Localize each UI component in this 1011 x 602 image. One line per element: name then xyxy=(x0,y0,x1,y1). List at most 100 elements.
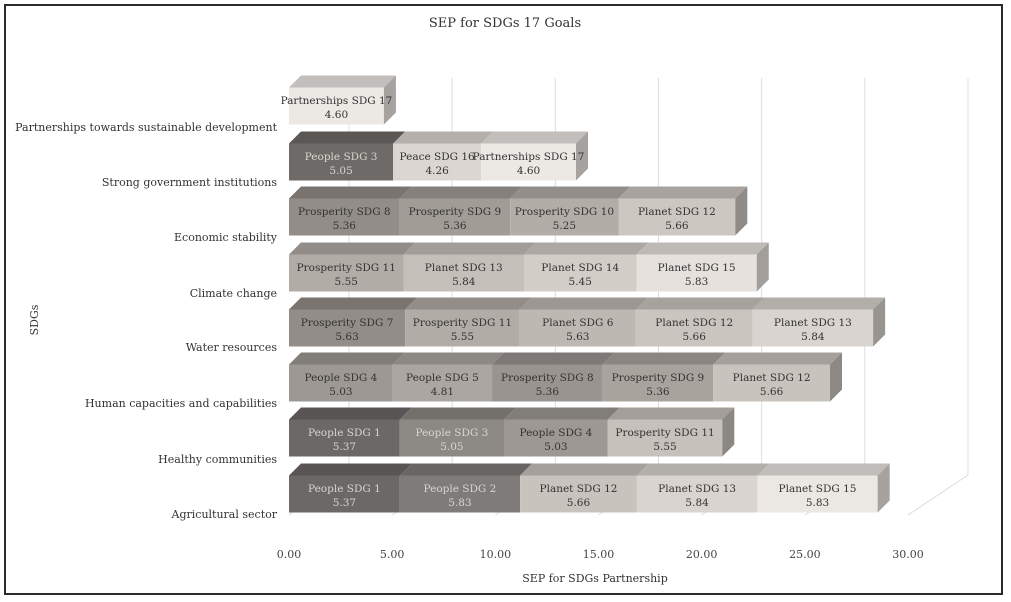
bar-segment-value: 5.66 xyxy=(760,386,784,398)
bar-segment-top xyxy=(403,242,537,255)
bar-segment-front xyxy=(399,419,504,457)
bar-segment-front xyxy=(289,475,400,513)
bar-segment: People SDG 1 5.37 xyxy=(289,407,412,457)
bar-segment-side xyxy=(576,131,589,181)
bar-segment-side xyxy=(722,407,735,457)
bar-segment-front xyxy=(405,309,520,347)
bar-segment-label: People SDG 4 xyxy=(520,427,593,439)
bar-segment-label: People SDG 4 xyxy=(305,372,378,384)
bar-segment-value: 5.36 xyxy=(443,220,467,232)
grid-floor-line xyxy=(907,474,969,516)
bar-segment: Prosperity SDG 11 5.55 xyxy=(289,242,416,292)
bar-segment: Planet SDG 12 5.66 xyxy=(635,297,765,347)
bar-segment-label: People SDG 3 xyxy=(416,427,489,439)
bar-segment-label: Prosperity SDG 9 xyxy=(409,206,502,218)
bar-segment-label: Planet SDG 13 xyxy=(425,262,503,274)
bar-segment-front xyxy=(752,309,874,347)
bar-segment: People SDG 1 5.37 xyxy=(289,463,412,513)
bar-segment-value: 5.36 xyxy=(536,386,560,398)
chart-title: SEP for SDGs 17 Goals xyxy=(429,16,581,31)
bar-segment-front xyxy=(492,364,603,402)
bar-segment-front xyxy=(510,198,619,236)
bar-segment-front xyxy=(289,198,400,236)
bar-segment: People SDG 3 5.05 xyxy=(399,407,516,457)
bar-segment: Partnerships SDG 17 4.60 xyxy=(281,75,396,125)
bar-segment-label: Planet SDG 15 xyxy=(779,483,857,495)
bar-segment-value: 5.83 xyxy=(448,497,471,509)
bar-segment: Planet SDG 15 5.83 xyxy=(636,242,769,292)
bar-segment-front xyxy=(481,143,577,181)
bar-segment-value: 4.60 xyxy=(325,109,348,121)
bar-segment-front xyxy=(399,198,511,236)
bar-segment-label: Prosperity SDG 11 xyxy=(615,427,714,439)
bar-segment: People SDG 2 5.83 xyxy=(399,463,533,513)
bar-segment-front xyxy=(618,198,736,236)
bars-layer: People SDG 15.37 People SDG 2 5.83 Planet S… xyxy=(281,75,890,513)
bar-segment-top xyxy=(636,242,769,255)
x-tick-label: 5.00 xyxy=(380,548,405,561)
bar-segment-value: 4.60 xyxy=(517,165,540,177)
bar-segment-value: 4.26 xyxy=(425,165,449,177)
bar-segment: Planet SDG 12 5.66 xyxy=(520,463,649,513)
bar-segment-front xyxy=(636,254,757,292)
category-label: Partnerships towards sustainable develop… xyxy=(15,121,277,134)
bar-segment-front xyxy=(289,87,384,125)
bar-segment: Peace SDG 16 4.26 xyxy=(393,131,494,181)
bar-segment-front xyxy=(289,309,406,347)
bar-segment-top xyxy=(289,131,406,144)
bar-segment-value: 5.66 xyxy=(683,331,707,343)
bar-segment-top xyxy=(289,352,405,365)
bar-segment-label: People SDG 2 xyxy=(424,483,497,495)
bar-segment-value: 5.37 xyxy=(333,441,356,453)
bar-segment-label: Peace SDG 16 xyxy=(400,151,476,163)
bar-segment-label: Planet SDG 12 xyxy=(638,206,716,218)
bar-segment-value: 5.36 xyxy=(646,386,670,398)
category-labels: Agricultural sector Healthy communities Hu… xyxy=(15,121,278,521)
bar-segment: Prosperity SDG 8 5.36 xyxy=(492,352,615,402)
bar-segment-top xyxy=(636,463,770,476)
bar-segment-value: 5.25 xyxy=(553,220,576,232)
bar-segment-value: 5.05 xyxy=(329,165,352,177)
bar-segment: Planet SDG 13 5.84 xyxy=(636,463,770,513)
bar-segment: Planet SDG 6 5.63 xyxy=(519,297,648,347)
bar-segment-front xyxy=(403,254,525,292)
x-tick-labels: 0.00 5.00 10.00 15.00 20.00 25.00 30.00 xyxy=(277,548,924,561)
bar-segment-label: Prosperity SDG 10 xyxy=(515,206,614,218)
y-axis-title: SDGs xyxy=(28,304,41,335)
bar-segment-top xyxy=(289,297,418,310)
bar-segment-value: 5.36 xyxy=(333,220,357,232)
bar-segment-front xyxy=(289,254,404,292)
bar-row: People SDG 15.37 People SDG 2 5.83 Planet S… xyxy=(289,463,890,513)
bar-segment-label: Planet SDG 12 xyxy=(655,317,733,329)
bar-segment-front xyxy=(519,309,636,347)
bar-segment-front xyxy=(289,364,393,402)
bar-segment-top xyxy=(602,352,726,365)
bar-segment: Prosperity SDG 10 5.25 xyxy=(510,186,631,236)
bar-segment-label: Planet SDG 13 xyxy=(658,483,736,495)
x-axis-title: SEP for SDGs Partnership xyxy=(522,572,667,585)
bar-segment-front xyxy=(520,475,637,513)
bar-segment-label: Prosperity SDG 11 xyxy=(413,317,512,329)
bar-segment: People SDG 3 5.05 xyxy=(289,131,406,181)
bar-segment-top xyxy=(289,242,416,255)
bar-segment-value: 5.84 xyxy=(685,497,709,509)
bar-segment-front xyxy=(393,143,482,181)
bar-row: Prosperity SDG 8 5.36 Prosperity SDG 9 5.36… xyxy=(289,186,748,236)
bar-segment-top xyxy=(399,186,523,199)
bar-segment: Planet SDG 14 5.45 xyxy=(524,242,649,292)
bar-segment: People SDG 5 4.81 xyxy=(392,352,505,402)
bar-segment: Prosperity SDG 11 5.55 xyxy=(405,297,532,347)
bar-segment: Prosperity SDG 9 5.36 xyxy=(399,186,523,236)
bar-segment-value: 5.03 xyxy=(544,441,567,453)
bar-segment: Planet SDG 13 5.84 xyxy=(403,242,537,292)
bar-segment-label: People SDG 3 xyxy=(305,151,378,163)
bar-segment-front xyxy=(635,309,753,347)
bar-row: Partnerships SDG 17 4.60 xyxy=(281,75,396,125)
bar-segment-label: People SDG 5 xyxy=(406,372,479,384)
bar-segment-value: 5.83 xyxy=(806,497,829,509)
x-tick-label: 25.00 xyxy=(789,548,821,561)
bar-segment: Planet SDG 12 5.66 xyxy=(713,352,843,402)
bar-segment-side xyxy=(383,75,396,125)
bar-segment-top xyxy=(289,186,412,199)
category-label: Climate change xyxy=(190,287,277,300)
